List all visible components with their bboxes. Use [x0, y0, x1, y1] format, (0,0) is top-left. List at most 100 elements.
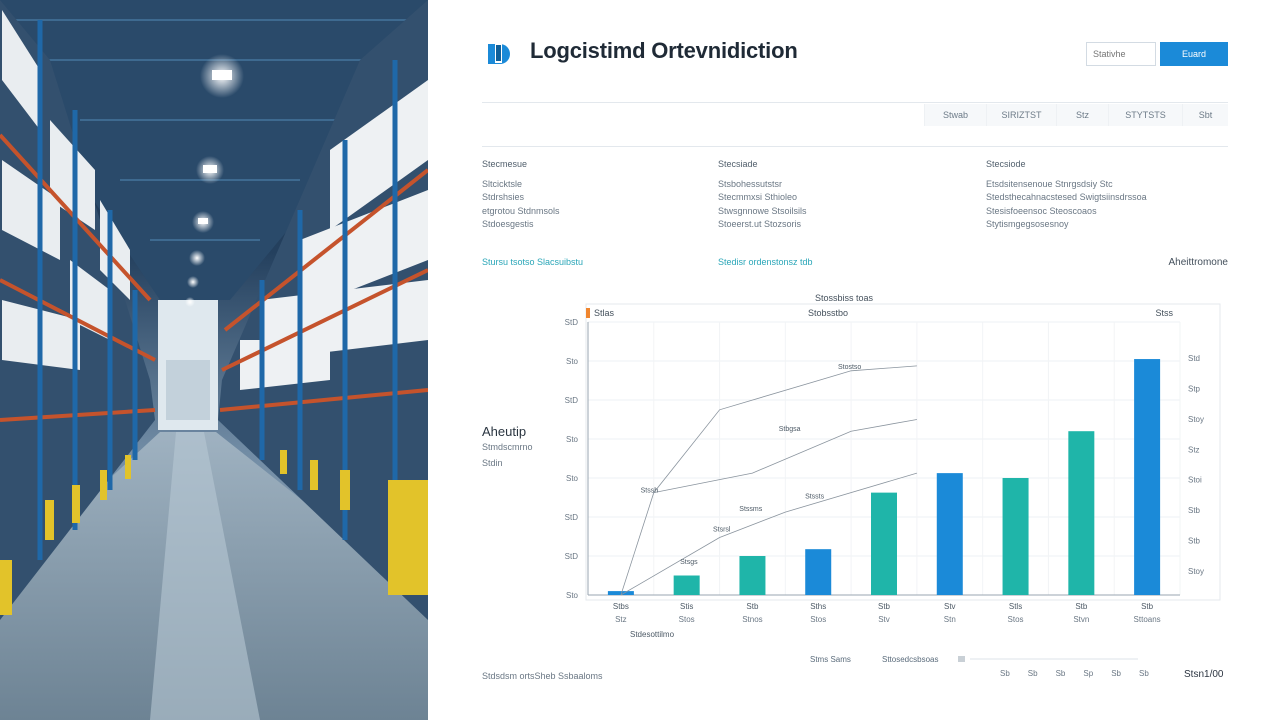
footer-note: Stdsdsm ortsSheb Ssbaaloms [482, 671, 603, 681]
footer-mid-right: Sttosedcsbsoas [882, 655, 939, 664]
chart-marker [586, 308, 590, 318]
y-tick-label: StD [565, 552, 579, 561]
y-tick-label: Sto [566, 474, 579, 483]
right-tick-label: Stoi [1188, 476, 1202, 485]
app-title: Logcistimd Ortevnidiction [530, 38, 798, 63]
y-tick-label: StD [565, 396, 579, 405]
tab-4[interactable]: Sbt [1182, 104, 1228, 126]
info-line: Etsdsitensenoue Stnrgsdsiy Stc [986, 178, 1113, 189]
y-tick-label: Sto [566, 591, 579, 600]
x-tick-label: Stv [944, 602, 956, 611]
bar [739, 556, 766, 595]
primary-button[interactable]: Euard [1160, 42, 1228, 66]
bar [1134, 359, 1161, 595]
dashboard-panel: Logcistimd Ortevnidiction Euard Stwab SI… [428, 0, 1280, 720]
y-tick-label: StD [565, 513, 579, 522]
footer-mid-left: Stms Sams [810, 655, 851, 664]
slider-knob[interactable] [958, 656, 965, 662]
page-link[interactable]: Sb [1000, 669, 1010, 678]
info-line: Stecmmxsi Sthioleo [718, 192, 798, 202]
page-count: Stsn1/00 [1184, 669, 1224, 680]
info-heading: Stecsiode [986, 159, 1026, 169]
x-tick-label: Stb [1075, 602, 1088, 611]
warehouse-illustration [0, 0, 428, 720]
info-column-1: Stecmesue Sltcicktsle Stdrshsies etgroto… [482, 158, 560, 232]
trend-line [620, 472, 918, 596]
info-line: etgrotou Stdnmsols [482, 205, 560, 216]
bar-chart: Stlas Stobsstbo Stss Stossbiss toas StD Sto St… [565, 293, 1221, 639]
bar [607, 591, 634, 595]
info-line: Stoeerst.ut Stozsoris [718, 219, 802, 229]
page-link[interactable]: Sp [1083, 669, 1094, 678]
info-line: Stwsgnnowe Stsoilsils [718, 205, 807, 216]
chart-annotation: Stssms [739, 506, 762, 513]
info-line: Stedsthecahnacstesed Swigtsiinsdrssoa [986, 192, 1147, 202]
x-tick-label: Stbs [613, 602, 629, 611]
x-tick-sublabel: Stv [878, 615, 890, 624]
chart-header-mid: Stobsstbo [808, 308, 848, 318]
x-axis-label: Stdesottilmo [630, 630, 675, 639]
info-line: Stytismgegsosesnoy [986, 219, 1069, 229]
warehouse-photo [0, 0, 428, 720]
info-heading: Stecsiade [718, 159, 758, 169]
bar [673, 575, 700, 595]
right-tick-label: Std [1188, 354, 1200, 363]
x-tick-sublabel: Stz [615, 615, 627, 624]
info-line: Stesisfoeensoc Steoscoaos [986, 205, 1097, 216]
right-tick-label: Stz [1188, 445, 1200, 454]
link-2[interactable]: Stedisr ordenstonsz tdb [718, 257, 813, 267]
slider-track [970, 658, 1138, 660]
tab-3[interactable]: STYTSTS [1108, 104, 1182, 126]
bar [936, 473, 963, 595]
chart-title: Stossbiss toas [815, 293, 874, 303]
page-link[interactable]: Sb [1055, 669, 1066, 678]
info-heading: Stecmesue [482, 159, 528, 169]
x-tick-sublabel: Stos [810, 615, 826, 624]
x-tick-sublabel: Stos [679, 615, 695, 624]
pager: Sb Sb Sb Sp Sb Sb [1000, 669, 1149, 678]
right-tick-label: Stoy [1188, 415, 1204, 424]
bar [871, 492, 897, 595]
range-slider[interactable] [958, 656, 1138, 662]
y-tick-label: Sto [566, 357, 579, 366]
tab-0[interactable]: Stwab [924, 104, 986, 126]
page-link[interactable]: Sb [1027, 669, 1038, 678]
right-label: Aheittromone [1168, 257, 1228, 268]
info-line: Stdoesgestis [482, 219, 534, 229]
x-tick-sublabel: Stos [1008, 615, 1024, 624]
page-link[interactable]: Sb [1111, 669, 1121, 678]
chart-annotation: Stsgs [680, 559, 698, 566]
right-tick-label: Stb [1188, 506, 1201, 515]
y-tick-label: StD [565, 318, 579, 327]
x-tick-sublabel: Stn [944, 615, 956, 624]
tab-2[interactable]: Stz [1056, 104, 1108, 126]
trend-line [653, 419, 917, 493]
bar [805, 549, 832, 595]
right-tick-label: Stp [1188, 384, 1201, 393]
header-divider [482, 102, 1228, 103]
link-1[interactable]: Stursu tsotso Slacsuibstu [482, 257, 584, 267]
info-line: Stdrshsies [482, 192, 525, 202]
info-column-2: Stecsiade Stsbohessutstsr Stecmmxsi Sthi… [718, 158, 807, 232]
x-tick-sublabel: Stnos [742, 615, 762, 624]
chart-annotation: Stssts [805, 493, 825, 500]
x-tick-sublabel: Sttoans [1134, 615, 1161, 624]
chart-annotation: Stostso [838, 364, 861, 371]
info-column-3: Stecsiode Etsdsitensenoue Stnrgsdsiy Stc… [986, 158, 1147, 232]
page-link[interactable]: Sb [1138, 669, 1149, 678]
side-subtitle-2: Stdin [482, 458, 503, 468]
tab-1[interactable]: SIRIZTST [986, 104, 1056, 126]
right-tick-label: Stoy [1188, 567, 1204, 576]
chart-header-right: Stss [1155, 308, 1173, 318]
logo-icon [488, 43, 510, 64]
search-input[interactable] [1086, 42, 1156, 66]
trend-line [620, 365, 917, 596]
bar [1002, 478, 1029, 595]
tab-bar: Stwab SIRIZTST Stz STYTSTS Sbt [924, 104, 1228, 126]
chart-frame [585, 303, 1221, 601]
y-tick-label: Sto [566, 435, 579, 444]
chart-annotation: Stssh [641, 488, 659, 495]
bar [1068, 431, 1095, 595]
right-tick-label: Stb [1188, 537, 1201, 546]
chart-header-left: Stlas [594, 308, 615, 318]
